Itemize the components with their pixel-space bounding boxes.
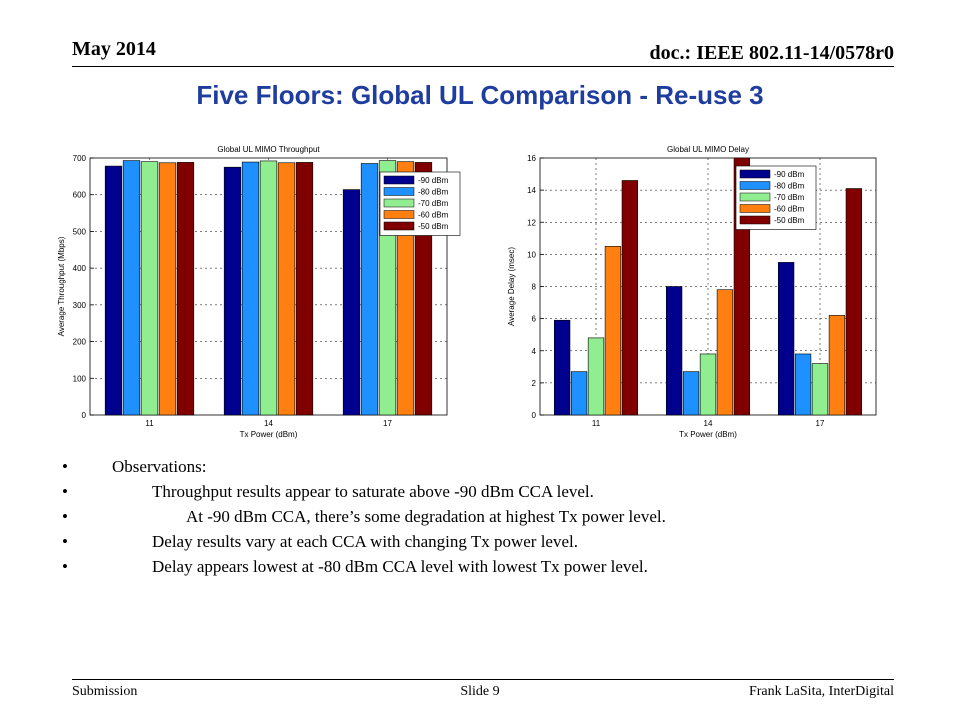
bar: [295, 162, 314, 416]
y-tick-label: 4: [532, 347, 537, 356]
bar: [845, 188, 863, 416]
legend-label: -60 dBm: [418, 211, 449, 220]
bar: [277, 162, 296, 416]
legend-label: -80 dBm: [774, 182, 805, 191]
x-axis-label: Tx Power (dBm): [679, 430, 737, 439]
chart-legend: -90 dBm -80 dBm -70 dBm -60 dBm -50 dBm: [379, 171, 461, 236]
bar: [665, 286, 683, 416]
y-axis-label: Average Delay (msec): [507, 247, 516, 326]
header-doc-id: doc.: IEEE 802.11-14/0578r0: [649, 42, 894, 64]
legend-swatch: [383, 221, 415, 231]
legend-label: -90 dBm: [774, 170, 805, 179]
x-axis-label: Tx Power (dBm): [240, 430, 298, 439]
bar: [259, 160, 278, 416]
bullet-item: Delay appears lowest at -80 dBm CCA leve…: [62, 556, 900, 578]
y-tick-label: 700: [73, 154, 87, 163]
y-tick-label: 8: [532, 283, 537, 292]
y-tick-label: 400: [73, 264, 87, 273]
x-tick-label: 11: [592, 419, 601, 428]
delay-chart: Global UL MIMO Delay 0 2 4 6 8 10 12 14 16 11 14 17 T…: [507, 145, 877, 439]
footer-author: Frank LaSita, InterDigital: [748, 684, 894, 699]
legend-label: -80 dBm: [418, 188, 449, 197]
bar: [699, 353, 717, 416]
bar: [223, 166, 242, 416]
bullet-item: Throughput results appear to saturate ab…: [62, 481, 900, 503]
bar: [621, 180, 639, 416]
legend-swatch: [383, 198, 415, 208]
legend-label: -60 dBm: [774, 205, 805, 214]
chart-legend: -90 dBm -80 dBm -70 dBm -60 dBm -50 dBm: [735, 165, 817, 230]
x-tick-label: 11: [145, 419, 154, 428]
legend-swatch: [739, 169, 771, 179]
y-tick-label: 16: [527, 154, 536, 163]
bar: [158, 162, 177, 416]
bar: [553, 319, 571, 416]
bar: [176, 162, 195, 416]
y-tick-label: 100: [73, 374, 87, 383]
legend-swatch: [383, 210, 415, 219]
x-tick-label: 17: [816, 419, 825, 428]
footer-slide-number: Slide 9: [460, 684, 500, 699]
slide-title: Five Floors: Global UL Comparison - Re-u…: [196, 80, 764, 110]
bar: [570, 371, 588, 416]
y-axis-label: Average Throughput (Mbps): [57, 236, 66, 336]
y-tick-label: 500: [73, 227, 87, 236]
bar: [604, 246, 622, 416]
legend-label: -70 dBm: [774, 193, 805, 202]
legend-label: -90 dBm: [418, 176, 449, 185]
bar: [104, 165, 123, 416]
y-tick-label: 0: [532, 411, 537, 420]
bar: [342, 189, 361, 416]
legend-swatch: [739, 192, 771, 202]
bar: [777, 262, 795, 416]
legend-swatch: [383, 187, 415, 196]
bar: [716, 289, 734, 416]
bar: [828, 315, 846, 416]
x-tick-label: 14: [264, 419, 273, 428]
legend-swatch: [739, 215, 771, 225]
bullet-item: Observations:: [62, 456, 900, 478]
y-tick-label: 12: [527, 218, 536, 227]
bar: [682, 371, 700, 416]
bar: [360, 163, 379, 416]
header-date: May 2014: [72, 38, 156, 60]
bar: [794, 353, 812, 416]
legend-swatch: [383, 175, 415, 185]
x-tick-label: 17: [383, 419, 392, 428]
y-tick-label: 0: [82, 411, 87, 420]
legend-label: -50 dBm: [774, 216, 805, 225]
y-tick-label: 200: [73, 338, 87, 347]
y-tick-label: 300: [73, 301, 87, 310]
legend-label: -50 dBm: [418, 222, 449, 231]
chart-title: Global UL MIMO Throughput: [217, 145, 320, 154]
bullet-item: At -90 dBm CCA, there’s some degradation…: [62, 506, 900, 528]
bar: [140, 161, 159, 416]
footer-submission: Submission: [72, 684, 138, 699]
y-tick-label: 6: [532, 315, 537, 324]
legend-label: -70 dBm: [418, 199, 449, 208]
y-tick-label: 2: [532, 379, 537, 388]
x-tick-label: 14: [704, 419, 713, 428]
footer-divider: [72, 679, 894, 680]
bar: [122, 160, 141, 416]
y-tick-label: 14: [527, 186, 536, 195]
y-tick-label: 10: [527, 250, 536, 259]
bullet-item: Delay results vary at each CCA with chan…: [62, 531, 900, 553]
legend-swatch: [739, 204, 771, 213]
y-tick-label: 600: [73, 191, 87, 200]
chart-title: Global UL MIMO Delay: [667, 145, 749, 154]
header-divider: [72, 66, 894, 67]
legend-swatch: [739, 181, 771, 190]
bar: [241, 161, 260, 416]
observations-list: Observations: Throughput results appear …: [62, 456, 900, 581]
bar: [811, 363, 829, 416]
bar: [587, 337, 605, 416]
throughput-chart: Global UL MIMO Throughput 0 100 200 300 400 50…: [57, 145, 461, 439]
